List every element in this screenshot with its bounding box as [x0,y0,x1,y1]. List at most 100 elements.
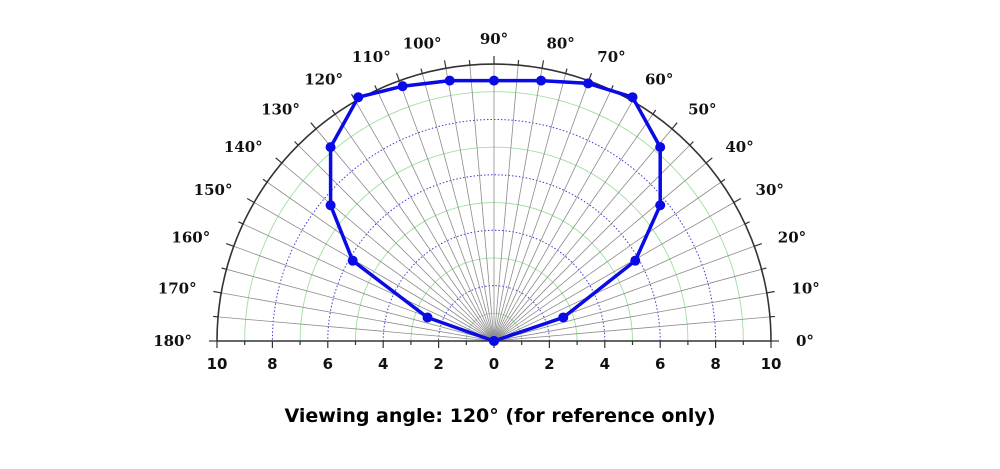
data-point [353,92,364,103]
data-point [444,75,455,86]
angle-tick [213,290,222,294]
radial-spoke [493,73,567,342]
data-point [583,78,594,89]
angle-tick [238,221,244,225]
radial-spoke [355,100,495,342]
radial-tick-label: 2 [544,355,554,373]
angle-tick-label: 120° [304,70,343,88]
angle-tick [761,267,767,270]
radial-spoke [493,128,673,342]
radial-spoke [493,65,519,342]
radial-spoke [493,202,735,342]
angle-tick-label: 40° [725,138,753,156]
data-point [558,312,569,323]
angle-tick-label: 0° [796,332,814,350]
radial-tick-label: 4 [600,355,610,373]
angle-tick [720,178,726,183]
data-point [397,81,408,92]
radial-spoke [493,89,612,342]
angle-tick-label: 140° [224,138,263,156]
radial-spoke [493,144,691,342]
radial-tick-label: 6 [655,355,665,373]
major-grid-arc [327,174,661,342]
angle-tick [443,60,447,69]
radial-spoke [334,113,495,342]
angle-tick-label: 70° [597,48,625,66]
angle-tick [374,85,378,91]
angle-tick-label: 110° [352,48,391,66]
angle-tick [733,197,742,204]
radial-spoke [421,73,495,342]
radial-spoke [218,316,495,342]
angle-tick [310,122,317,130]
angle-tick-label: 180° [153,332,192,350]
angle-tick-label: 100° [403,35,442,53]
radial-tick-label: 2 [433,355,443,373]
angle-tick [744,221,750,225]
angle-tick-label: 20° [778,229,806,247]
angle-tick-label: 150° [194,181,233,199]
radial-tick-label: 10 [207,355,228,373]
data-point [325,142,336,153]
angle-tick [565,68,568,74]
radial-spoke [242,223,495,342]
data-point [325,200,336,211]
radial-spoke [493,113,654,342]
radial-spoke [493,223,746,342]
data-point [627,92,638,103]
data-point [489,75,499,86]
radial-tick-label: 0 [489,355,499,373]
radial-spoke [493,268,762,342]
series-layer [325,75,666,346]
radial-tick-label: 4 [378,355,388,373]
radial-spoke [493,68,543,342]
angle-tick [671,122,678,130]
radial-tick-label: 10 [761,355,782,373]
radial-spoke [315,128,495,342]
angle-tick [246,197,255,204]
angle-tick [652,109,657,115]
angle-tick [262,178,268,183]
data-point [536,75,547,86]
angle-tick-label: 80° [546,35,574,53]
radial-spoke [493,80,590,342]
radial-tick-label: 8 [267,355,277,373]
angle-tick-label: 90° [480,30,508,48]
angle-tick-label: 60° [645,70,673,88]
data-point [422,312,433,323]
angle-tick-label: 30° [756,181,784,199]
angle-tick-label: 50° [688,101,716,119]
data-point [655,142,666,153]
angle-tick [395,72,400,81]
radial-spoke [469,65,495,342]
angle-tick [705,157,713,164]
radial-spoke [493,292,767,342]
radial-tick-label: 8 [710,355,720,373]
radial-spoke [493,100,633,342]
angle-tick [541,60,545,69]
radial-spoke [493,162,707,342]
data-point [655,200,666,211]
data-point [489,336,499,346]
radial-spoke [266,181,495,342]
angle-tick [275,157,283,164]
data-point [347,255,358,266]
angle-tick-label: 160° [171,229,210,247]
radial-spoke [253,202,495,342]
angle-tick [225,242,234,247]
chart-caption: Viewing angle: 120° (for reference only) [284,405,716,427]
radial-tick-label: 6 [323,355,333,373]
angle-tick [766,290,775,294]
data-point [630,255,641,266]
angle-tick [420,68,423,74]
outer-arc [216,63,772,342]
major-grid-arc [382,229,606,342]
angle-tick [754,242,763,247]
angle-tick [221,267,227,270]
radial-spoke [281,162,495,342]
angle-tick-label: 130° [261,101,300,119]
angle-tick-label: 170° [158,280,197,298]
radial-spoke [493,181,722,342]
radial-spoke [445,68,495,342]
